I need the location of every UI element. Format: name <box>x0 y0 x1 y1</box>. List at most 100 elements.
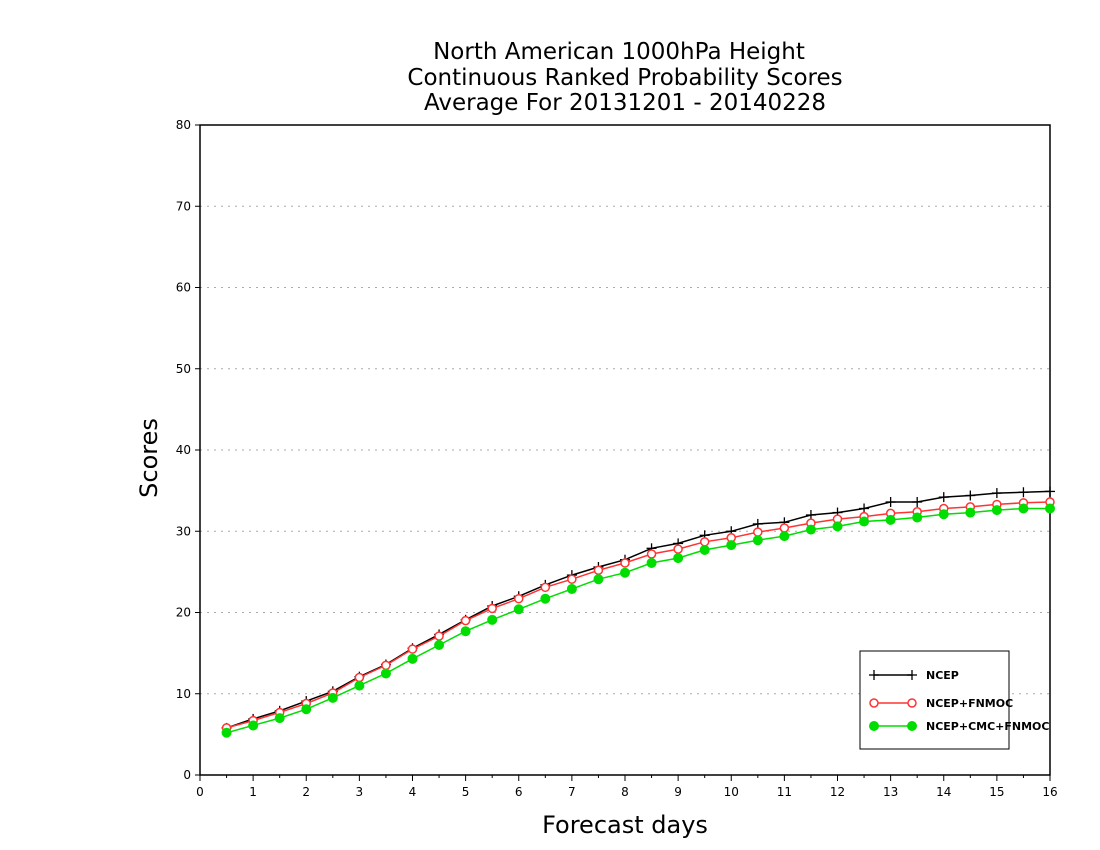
data-point <box>646 557 657 568</box>
series-ncep-fnmoc <box>221 497 1055 733</box>
data-point <box>514 593 524 604</box>
x-tick-label: 16 <box>1042 785 1057 799</box>
legend-label: NCEP+FNMOC <box>926 697 1013 710</box>
y-tick-label: 0 <box>183 768 191 782</box>
data-point <box>566 583 577 594</box>
data-point <box>779 523 790 533</box>
data-point <box>301 704 312 715</box>
title-line-3: Average For 20131201 - 20140228 <box>424 90 826 116</box>
title-line-2: Continuous Ranked Probability Scores <box>407 65 842 91</box>
x-tick-label: 8 <box>621 785 629 799</box>
data-point <box>907 698 917 708</box>
data-point <box>380 668 391 679</box>
data-point <box>327 692 338 703</box>
x-tick-label: 3 <box>356 785 364 799</box>
data-point <box>752 535 763 546</box>
data-point <box>965 507 976 518</box>
legend-label: NCEP+CMC+FNMOC <box>926 720 1049 733</box>
data-point <box>885 497 896 507</box>
title-line-1: North American 1000hPa Height <box>433 39 805 65</box>
data-point <box>540 593 551 604</box>
data-point <box>965 490 976 501</box>
x-tick-label: 4 <box>409 785 417 799</box>
x-tick-label: 1 <box>249 785 257 799</box>
data-point <box>907 721 917 731</box>
y-tick-label: 60 <box>176 281 191 295</box>
data-point <box>805 524 816 535</box>
y-tick-label: 50 <box>176 362 191 376</box>
series-layer <box>221 486 1055 738</box>
data-point <box>907 670 917 680</box>
x-tick-label: 2 <box>302 785 310 799</box>
legend-label: NCEP <box>926 669 959 682</box>
data-point <box>805 510 816 520</box>
legend-item: NCEP+CMC+FNMOC <box>869 720 1049 733</box>
x-tick-label: 7 <box>568 785 576 799</box>
data-point <box>779 531 790 542</box>
data-point <box>1018 487 1029 498</box>
data-point <box>620 558 630 568</box>
data-point <box>274 713 285 724</box>
legend-box <box>859 650 1010 750</box>
data-point <box>859 516 870 527</box>
x-axis-label: Forecast days <box>542 811 708 839</box>
data-point <box>673 553 684 564</box>
legend-item: NCEP <box>869 669 959 682</box>
data-point <box>487 614 498 625</box>
x-tick-label: 15 <box>989 785 1004 799</box>
x-tick-label: 5 <box>462 785 470 799</box>
data-point <box>407 644 418 654</box>
data-point <box>460 615 471 626</box>
x-axis: 0 1 2 3 4 5 6 7 8 9 10 11 12 13 14 15 16 <box>196 775 1058 799</box>
x-tick-label: 9 <box>674 785 682 799</box>
data-point <box>912 497 923 507</box>
data-point <box>938 509 949 520</box>
data-point <box>620 567 630 578</box>
data-point <box>221 727 232 738</box>
data-point <box>726 540 737 551</box>
data-point <box>912 512 923 523</box>
data-point <box>434 640 445 650</box>
x-tick-label: 6 <box>515 785 523 799</box>
data-point <box>869 670 879 680</box>
data-point <box>673 544 683 554</box>
series-ncep-cmc-fnmoc <box>221 503 1055 738</box>
data-point <box>869 721 879 731</box>
data-point <box>752 518 763 529</box>
data-point <box>593 574 604 585</box>
y-axis: 0 10 20 30 40 50 60 70 80 <box>176 118 200 782</box>
data-point <box>540 582 551 593</box>
y-tick-label: 10 <box>176 687 191 701</box>
data-point <box>513 604 524 615</box>
data-point <box>487 603 497 614</box>
data-point <box>593 565 604 575</box>
data-point <box>354 680 365 691</box>
data-point <box>567 574 577 584</box>
data-point <box>869 698 879 708</box>
data-point <box>1045 503 1055 514</box>
data-point <box>832 521 843 532</box>
chart-title: North American 1000hPa Height Continuous… <box>407 39 842 116</box>
data-point <box>434 631 444 641</box>
legend-item: NCEP+FNMOC <box>869 697 1013 710</box>
x-tick-label: 0 <box>196 785 204 799</box>
data-point <box>381 660 391 671</box>
x-tick-label: 13 <box>883 785 898 799</box>
x-tick-label: 14 <box>936 785 951 799</box>
y-tick-label: 20 <box>176 606 191 620</box>
y-tick-label: 70 <box>176 199 191 213</box>
grid <box>200 205 1050 695</box>
data-point <box>1018 503 1029 514</box>
data-point <box>991 488 1002 499</box>
x-tick-label: 12 <box>830 785 845 799</box>
data-point <box>646 549 657 559</box>
data-point <box>885 514 896 525</box>
data-point <box>699 537 710 547</box>
data-point <box>753 527 763 537</box>
y-axis-label: Scores <box>135 418 163 498</box>
data-point <box>460 626 471 637</box>
plot-frame <box>199 124 1051 776</box>
x-tick-label: 10 <box>724 785 739 799</box>
data-point <box>859 503 870 514</box>
